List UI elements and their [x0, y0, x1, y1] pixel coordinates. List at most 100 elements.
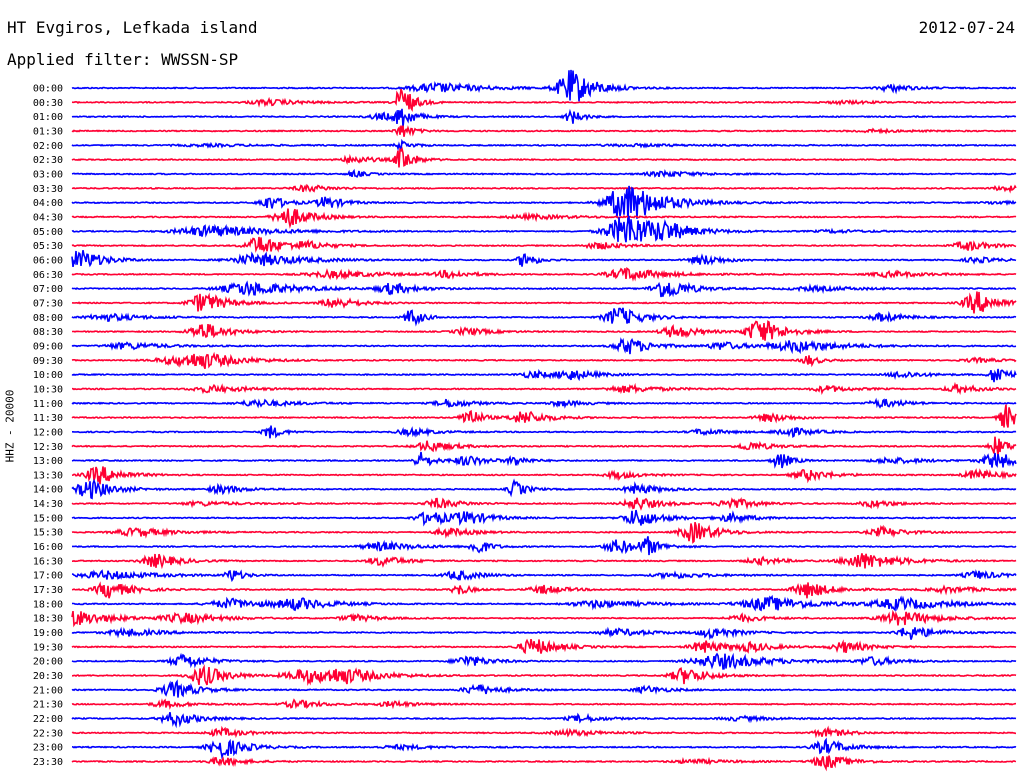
tick-label-0630: 06:30 [33, 270, 63, 281]
trace-row-0400 [71, 185, 1017, 224]
trace-row-2300 [71, 737, 1017, 760]
trace-row-2330 [71, 755, 1017, 772]
tick-label-0130: 01:30 [33, 126, 63, 137]
filter-label: Applied filter: WWSSN-SP [7, 50, 239, 69]
tick-label-2000: 20:00 [33, 657, 63, 668]
tick-label-2330: 23:30 [33, 757, 63, 768]
tick-label-0800: 08:00 [33, 313, 63, 324]
tick-label-1500: 15:00 [33, 513, 63, 524]
trace-row-1300 [71, 451, 1017, 469]
tick-label-1930: 19:30 [33, 642, 63, 653]
trace-row-0830 [72, 320, 1016, 341]
trace-row-1230 [71, 436, 1017, 457]
tick-label-0530: 05:30 [33, 241, 63, 252]
trace-row-0100 [71, 108, 1017, 127]
trace-row-1930 [71, 638, 1017, 655]
tick-label-1730: 17:30 [33, 585, 63, 596]
trace-row-1600 [72, 536, 1017, 556]
trace-row-2100 [71, 679, 1017, 698]
trace-row-0530 [71, 236, 1017, 254]
trace-row-1500 [71, 509, 1017, 527]
trace-row-2130 [71, 698, 1016, 710]
tick-label-0300: 03:00 [33, 169, 63, 180]
tick-label-0930: 09:30 [33, 356, 63, 367]
trace-row-1030 [72, 381, 1017, 396]
trace-row-0430 [71, 208, 1017, 229]
trace-row-0500 [71, 215, 1017, 243]
tick-label-2100: 21:00 [33, 685, 63, 696]
trace-row-2230 [71, 725, 1016, 739]
trace-row-0130 [71, 125, 1017, 137]
tick-label-1800: 18:00 [33, 599, 63, 610]
tick-label-0400: 04:00 [33, 198, 63, 209]
tick-label-1000: 10:00 [33, 370, 63, 381]
trace-row-0600 [71, 250, 1017, 268]
trace-row-0930 [71, 351, 1017, 370]
tick-label-0430: 04:30 [33, 212, 63, 223]
tick-label-1100: 11:00 [33, 399, 63, 410]
tick-label-1900: 19:00 [33, 628, 63, 639]
trace-row-0230 [71, 146, 1017, 168]
tick-label-1400: 14:00 [33, 485, 63, 496]
tick-label-1430: 14:30 [33, 499, 63, 510]
tick-label-1600: 16:00 [33, 542, 63, 553]
tick-label-0030: 00:30 [33, 98, 63, 109]
trace-row-0800 [71, 307, 1017, 327]
trace-row-0000 [71, 69, 1017, 102]
trace-row-1130 [71, 404, 1017, 428]
tick-label-0000: 00:00 [33, 84, 63, 95]
trace-row-0900 [71, 337, 1017, 355]
trace-row-1630 [72, 553, 1017, 570]
time-tick-labels: 00:00 00:30 01:00 01:30 02:00 02:30 03:00 03:30… [33, 84, 63, 769]
trace-row-0030 [71, 88, 1016, 113]
trace-row-2200 [71, 712, 1017, 729]
tick-label-1200: 12:00 [33, 427, 63, 438]
tick-label-1830: 18:30 [33, 614, 63, 625]
tick-label-0600: 06:00 [33, 255, 63, 266]
trace-group [71, 69, 1017, 772]
trace-row-1430 [71, 497, 1017, 511]
trace-row-2030 [71, 664, 1017, 687]
trace-row-1530 [71, 521, 1017, 544]
tick-label-1630: 16:30 [33, 556, 63, 567]
trace-row-1400 [71, 478, 1017, 500]
trace-row-1100 [71, 397, 1017, 409]
tick-label-1700: 17:00 [33, 571, 63, 582]
trace-row-0730 [71, 291, 1017, 314]
trace-row-1330 [71, 466, 1017, 485]
tick-label-0200: 02:00 [33, 141, 63, 152]
tick-label-2030: 20:30 [33, 671, 63, 682]
trace-row-0200 [71, 138, 1017, 152]
tick-label-2130: 21:30 [33, 700, 63, 711]
trace-row-1800 [71, 594, 1017, 612]
trace-row-0330 [71, 183, 1017, 194]
tick-label-1330: 13:30 [33, 470, 63, 481]
tick-label-1230: 12:30 [33, 442, 63, 453]
date-label: 2012-07-24 [918, 18, 1015, 37]
trace-row-0300 [71, 168, 1017, 179]
tick-label-0900: 09:00 [33, 341, 63, 352]
trace-row-1000 [71, 368, 1017, 383]
tick-label-1130: 11:30 [33, 413, 63, 424]
trace-row-1200 [72, 425, 1017, 439]
tick-label-0730: 07:30 [33, 298, 63, 309]
station-title: HT Evgiros, Lefkada island [7, 18, 258, 37]
trace-row-1730 [71, 581, 1017, 599]
tick-label-0100: 01:00 [33, 112, 63, 123]
tick-label-0830: 08:30 [33, 327, 63, 338]
trace-row-1830 [71, 609, 1016, 628]
tick-label-0700: 07:00 [33, 284, 63, 295]
tick-label-1530: 15:30 [33, 528, 63, 539]
tick-label-1030: 10:30 [33, 384, 63, 395]
trace-row-1700 [71, 569, 1017, 583]
trace-row-2000 [71, 652, 1017, 670]
tick-label-1300: 13:00 [33, 456, 63, 467]
trace-row-0630 [71, 267, 1017, 282]
trace-row-0700 [71, 280, 1017, 298]
trace-row-1900 [71, 626, 1017, 641]
tick-label-0500: 05:00 [33, 227, 63, 238]
tick-label-2200: 22:00 [33, 714, 63, 725]
tick-label-0230: 02:30 [33, 155, 63, 166]
tick-label-2300: 23:00 [33, 743, 63, 754]
